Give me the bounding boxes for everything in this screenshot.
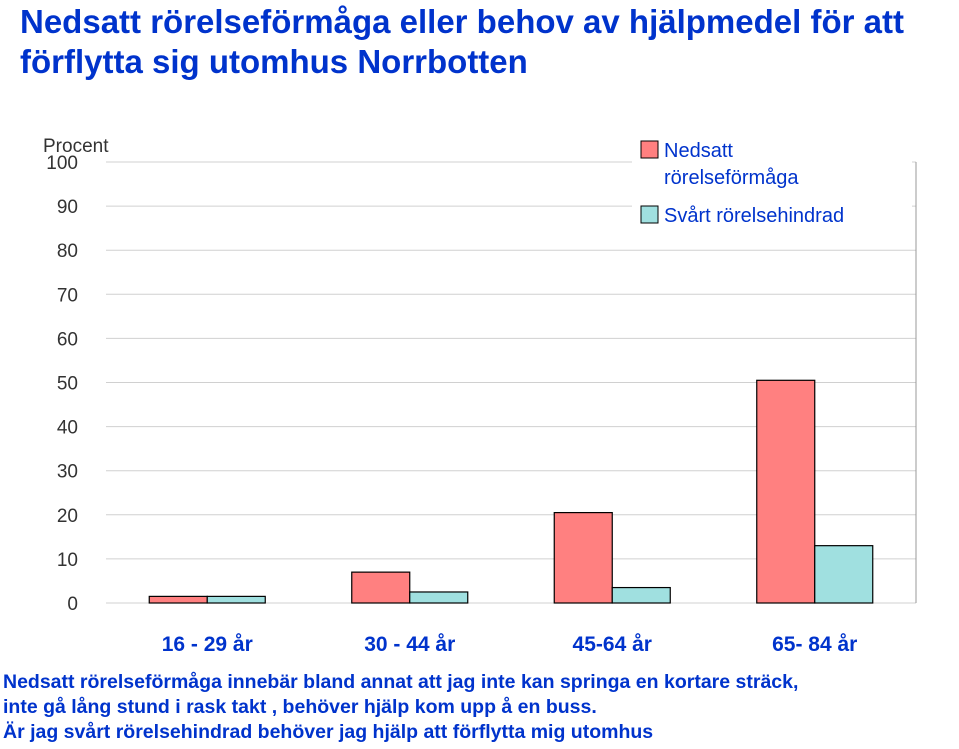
x-category-label: 65- 84 år (772, 633, 857, 656)
legend-label-svart: Svårt rörelsehindrad (664, 205, 844, 227)
chart-bars (148, 379, 874, 604)
y-tick-label: 90 (57, 197, 78, 218)
x-category-label: 45-64 år (573, 633, 652, 656)
bar-svart-1 (409, 591, 469, 604)
x-category-label: 30 - 44 år (364, 633, 455, 656)
y-tick-label: 70 (57, 285, 78, 306)
footnote-line-2: inte gå lång stund i rask takt , behöver… (3, 696, 597, 718)
y-axis-ticks: 0 10 20 30 40 50 60 70 80 90 100 (46, 153, 78, 615)
y-tick-label: 30 (57, 462, 78, 483)
bar-nedsatt-2 (553, 511, 613, 604)
bar-svart-0 (206, 595, 266, 604)
y-tick-label: 50 (57, 374, 78, 395)
bar-chart: 0 10 20 30 40 50 60 70 80 90 100 Procent 16 - 29 å… (43, 120, 917, 656)
y-tick-label: 60 (57, 329, 78, 350)
y-tick-label: 40 (57, 418, 78, 439)
x-axis-categories: 16 - 29 år 30 - 44 år 45-64 år 65- 84 år (162, 633, 858, 656)
y-axis-label: Procent (43, 136, 109, 157)
bar-nedsatt-3 (756, 379, 816, 604)
footnote-line-3: Är jag svårt rörelsehindrad behöver jag … (3, 721, 654, 743)
y-tick-label: 20 (57, 506, 78, 527)
bar-nedsatt-0 (148, 595, 208, 604)
chart-legend: Nedsatt rörelseförmåga Svårt rörelsehindra… (640, 140, 844, 227)
legend-swatch-svart (640, 205, 659, 224)
y-tick-label: 100 (46, 153, 78, 174)
bar-nedsatt-1 (351, 571, 411, 604)
x-category-label: 16 - 29 år (162, 633, 253, 656)
legend-label-nedsatt-line2: rörelseförmåga (664, 167, 799, 189)
bar-svart-2 (611, 586, 671, 604)
y-tick-label: 10 (57, 550, 78, 571)
y-tick-label: 80 (57, 241, 78, 262)
footnote-line-1: Nedsatt rörelseförmåga innebär bland ann… (3, 671, 799, 693)
bar-svart-3 (814, 545, 874, 604)
footnote: Nedsatt rörelseförmåga innebär bland ann… (3, 670, 953, 745)
legend-swatch-nedsatt (640, 140, 659, 159)
page-title: Nedsatt rörelseförmåga eller behov av hj… (20, 3, 904, 80)
legend-label-nedsatt-line1: Nedsatt (664, 140, 733, 162)
legend-background (632, 120, 912, 244)
y-tick-label: 0 (67, 594, 78, 615)
